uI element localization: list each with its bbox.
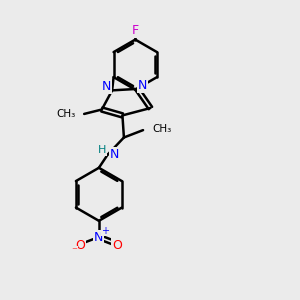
Text: ⁻: ⁻ — [71, 247, 77, 257]
Text: N: N — [102, 80, 112, 93]
Text: N: N — [110, 148, 119, 161]
Text: F: F — [132, 24, 139, 37]
Text: +: + — [101, 226, 110, 236]
Text: N: N — [138, 79, 147, 92]
Text: CH₃: CH₃ — [56, 109, 75, 119]
Text: H: H — [98, 145, 106, 155]
Text: O: O — [112, 239, 122, 252]
Text: CH₃: CH₃ — [152, 124, 172, 134]
Text: O: O — [76, 239, 85, 252]
Text: N: N — [94, 230, 104, 244]
